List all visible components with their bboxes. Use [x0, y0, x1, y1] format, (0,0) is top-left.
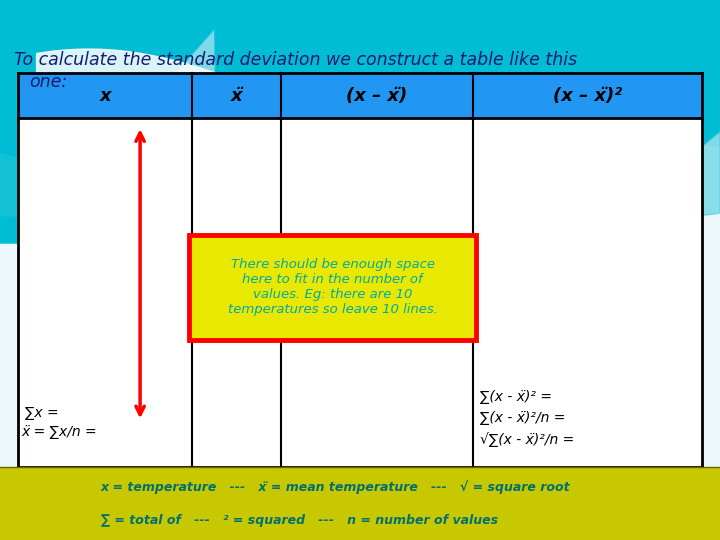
Text: (x – ẍ): (x – ẍ)	[346, 86, 408, 105]
Text: ∑x =: ∑x =	[25, 406, 59, 420]
Text: x: x	[99, 86, 111, 105]
Bar	[0, 467, 720, 540]
Text: one:: one:	[29, 73, 67, 91]
Text: ẍ: ẍ	[231, 86, 243, 105]
Bar	[0, 146, 720, 470]
FancyBboxPatch shape	[189, 234, 477, 340]
Text: (x – ẍ)²: (x – ẍ)²	[553, 86, 622, 105]
Text: To calculate the standard deviation we construct a table like this: To calculate the standard deviation we c…	[14, 51, 577, 69]
Text: ẍ = ∑x/n =: ẍ = ∑x/n =	[22, 425, 97, 439]
Bar	[0, 0, 720, 470]
Text: x = temperature   ---   ẍ = mean temperature   ---   √ = square root: x = temperature --- ẍ = mean temperatur…	[101, 480, 570, 494]
Bar	[18, 73, 702, 467]
Text: ∑(x - ẍ)² =
∑(x - ẍ)²/n =
√∑(x - ẍ)²/n =: ∑(x - ẍ)² = ∑(x - ẍ)²/n = √∑(x - ẍ)²/…	[480, 390, 575, 447]
Text: ∑ = total of   ---   ² = squared   ---   n = number of values: ∑ = total of --- ² = squared --- n = num…	[101, 514, 498, 527]
Text: There should be enough space
here to fit in the number of
values. Eg: there are : There should be enough space here to fit…	[228, 258, 438, 316]
Bar	[18, 73, 702, 118]
